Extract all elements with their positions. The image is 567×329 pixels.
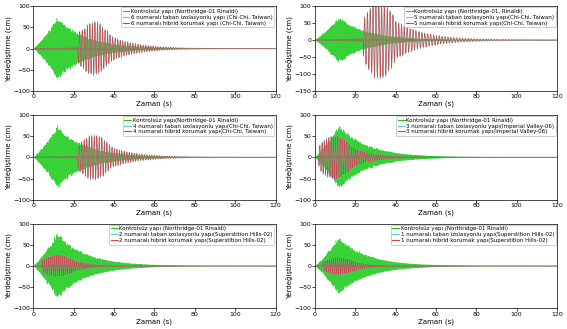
Legend: Kontrolsüz yapı (Northridge-01 Rinaldi), 6 numaralı taban izolasyonlu yapı (Chi-: Kontrolsüz yapı (Northridge-01 Rinaldi),… [121, 7, 274, 27]
X-axis label: Zaman (s): Zaman (s) [418, 210, 454, 216]
Y-axis label: Yerdeğiştirme (cm): Yerdeğiştirme (cm) [4, 16, 12, 82]
X-axis label: Zaman (s): Zaman (s) [137, 210, 172, 216]
Y-axis label: Yerdeğiştirme (cm): Yerdeğiştirme (cm) [286, 124, 293, 190]
X-axis label: Zaman (s): Zaman (s) [418, 101, 454, 107]
Y-axis label: Yerdeğiştirme (cm): Yerdeğiştirme (cm) [4, 233, 12, 299]
Legend: Kontrolsüz yapı (Northridge-01, Rinaldi), 5 numaralı taban izolasyonlu yapı(Chi-: Kontrolsüz yapı (Northridge-01, Rinaldi)… [404, 7, 556, 27]
Y-axis label: Yerdeğiştirme (cm): Yerdeğiştirme (cm) [286, 233, 293, 299]
X-axis label: Zaman (s): Zaman (s) [137, 101, 172, 107]
X-axis label: Zaman (s): Zaman (s) [137, 318, 172, 325]
Legend: Kontrolsüz yapı (Northridge-01 Rinaldi), 2 numaralı taban izolasyonlu yapı(Super: Kontrolsüz yapı (Northridge-01 Rinaldi),… [109, 225, 274, 245]
Y-axis label: Yerdeğiştirme (cm): Yerdeğiştirme (cm) [286, 16, 293, 82]
Y-axis label: Yerdeğiştirme (cm): Yerdeğiştirme (cm) [4, 124, 12, 190]
Legend: Kontrolsüz yapı (Northridge-01 Rinaldi), 1 numaralı taban izolasyonlu yapı(Super: Kontrolsüz yapı (Northridge-01 Rinaldi),… [391, 225, 556, 245]
X-axis label: Zaman (s): Zaman (s) [418, 318, 454, 325]
Legend: Kontrolsüz yapı(Northridge-01 Rinaldi), 4 numaralı taban izolasyonlu yapı(Chi-Ch: Kontrolsüz yapı(Northridge-01 Rinaldi), … [123, 116, 274, 136]
Legend: Kontrolsüz yapı (Northridge-01 Rinaldi), 3 numaralı taban izolasyonlu yapı(Imper: Kontrolsüz yapı (Northridge-01 Rinaldi),… [396, 116, 556, 136]
